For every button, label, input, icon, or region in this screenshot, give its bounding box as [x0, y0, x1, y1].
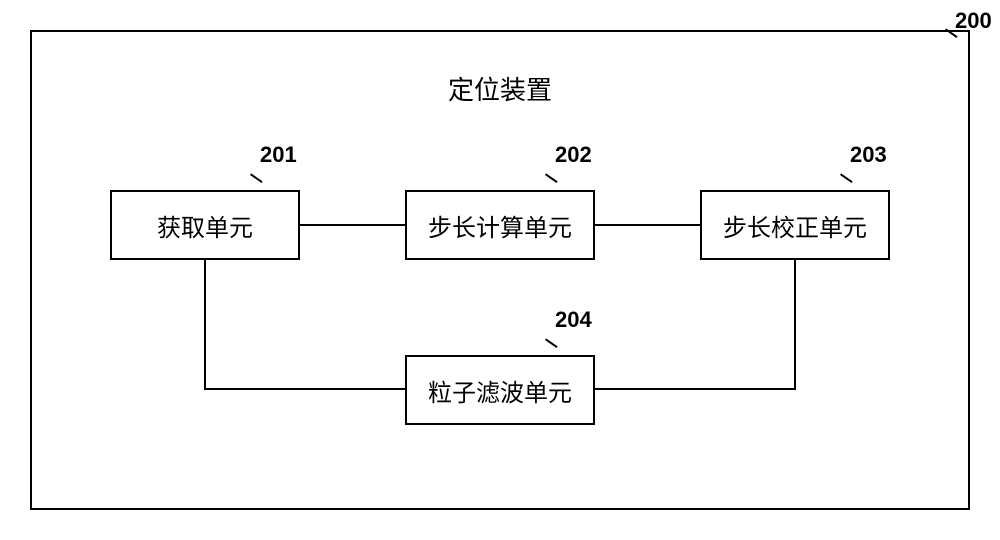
connector-203-down	[794, 260, 796, 390]
connector-201-down	[204, 260, 206, 390]
node-acquire-unit: 获取单元	[110, 190, 300, 260]
node-step-calc-unit: 步长计算单元	[405, 190, 595, 260]
node-number-201: 201	[260, 142, 297, 168]
node-step-correct-unit: 步长校正单元	[700, 190, 890, 260]
node-number-202: 202	[555, 142, 592, 168]
connector-203-204	[595, 388, 796, 390]
node-particle-filter-unit: 粒子滤波单元	[405, 355, 595, 425]
node-label: 粒子滤波单元	[428, 373, 572, 408]
connector-201-202	[300, 224, 405, 226]
diagram-title: 定位装置	[400, 70, 600, 107]
outer-label-200: 200	[955, 8, 992, 34]
node-label: 步长校正单元	[723, 208, 867, 243]
node-label: 步长计算单元	[428, 208, 572, 243]
connector-201-204	[204, 388, 405, 390]
diagram-canvas: 200 定位装置 获取单元 201 步长计算单元 202 步长校正单元 203 …	[0, 0, 1000, 540]
node-number-203: 203	[850, 142, 887, 168]
node-number-204: 204	[555, 307, 592, 333]
node-label: 获取单元	[157, 208, 253, 243]
connector-202-203	[595, 224, 700, 226]
